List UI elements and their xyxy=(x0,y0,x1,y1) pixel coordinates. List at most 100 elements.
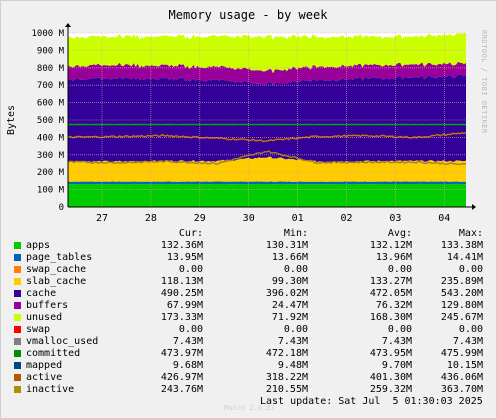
legend-row: swap 0.00 0.00 0.00 0.00 xyxy=(0,324,497,336)
legend-value-avg: 76.32M xyxy=(375,300,412,311)
legend-swatch xyxy=(14,290,21,297)
y-tick-label: 900 M xyxy=(37,46,65,56)
legend-value-min: 0.00 xyxy=(283,264,308,275)
legend-value-min: 210.55M xyxy=(265,384,308,395)
chart-title: Memory usage - by week xyxy=(169,8,329,22)
legend-series-name: mapped xyxy=(26,360,63,371)
legend-value-max: 0.00 xyxy=(458,264,483,275)
legend-series-name: cache xyxy=(26,288,57,299)
legend-value-max: 543.20M xyxy=(440,288,483,299)
y-tick-label: 0 xyxy=(59,203,64,213)
y-tick-label: 800 M xyxy=(37,64,65,74)
legend-value-cur: 118.13M xyxy=(160,276,203,287)
legend-value-min: 7.43M xyxy=(277,336,308,347)
legend-value-cur: 67.99M xyxy=(166,300,203,311)
y-tick-label: 100 M xyxy=(37,186,65,196)
legend-row: swap_cache 0.00 0.00 0.00 0.00 xyxy=(0,264,497,276)
legend-value-cur: 490.25M xyxy=(160,288,203,299)
legend-row: vmalloc_used 7.43M 7.43M 7.43M 7.43M xyxy=(0,336,497,348)
legend-series-name: unused xyxy=(26,312,63,323)
y-tick-label: 500 M xyxy=(37,116,65,126)
x-tick-label: 29 xyxy=(194,213,206,224)
legend-value-max: 0.00 xyxy=(458,324,483,335)
legend-row: inactive 243.76M 210.55M 259.32M 363.70M xyxy=(0,384,497,396)
legend-swatch xyxy=(14,386,21,393)
legend-value-cur: 173.33M xyxy=(160,312,203,323)
y-tick-label: 300 M xyxy=(37,151,65,161)
legend-value-cur: 0.00 xyxy=(178,264,203,275)
y-tick-label: 200 M xyxy=(37,168,65,178)
legend-value-cur: 9.68M xyxy=(172,360,203,371)
legend-value-max: 235.89M xyxy=(440,276,483,287)
x-tick-label: 27 xyxy=(96,213,108,224)
y-tick-label: 700 M xyxy=(37,81,65,91)
legend-value-avg: 132.12M xyxy=(369,240,412,251)
legend-swatch xyxy=(14,302,21,309)
area-unused xyxy=(68,33,466,74)
line-active xyxy=(67,132,467,143)
y-axis-label: Bytes xyxy=(6,105,17,135)
legend-header-max: Max: xyxy=(458,228,483,239)
legend-value-avg: 13.96M xyxy=(375,252,412,263)
legend-row: slab_cache 118.13M 99.30M 133.27M 235.89M xyxy=(0,276,497,288)
legend-value-max: 436.06M xyxy=(440,372,483,383)
legend-value-avg: 133.27M xyxy=(369,276,412,287)
legend-value-cur: 0.00 xyxy=(178,324,203,335)
y-tick-label: 600 M xyxy=(37,99,65,109)
legend-swatch xyxy=(14,242,21,249)
legend-value-avg: 473.95M xyxy=(369,348,412,359)
legend-value-avg: 472.05M xyxy=(369,288,412,299)
legend-value-cur: 132.36M xyxy=(160,240,203,251)
legend-value-max: 133.38M xyxy=(440,240,483,251)
legend-value-max: 7.43M xyxy=(452,336,483,347)
legend-row: cache 490.25M 396.02M 472.05M 543.20M xyxy=(0,288,497,300)
legend-value-avg: 9.70M xyxy=(381,360,412,371)
legend-series-name: page_tables xyxy=(26,252,93,263)
legend-swatch xyxy=(14,278,21,285)
x-tick-label: 02 xyxy=(340,213,352,224)
legend-row: mapped 9.68M 9.48M 9.70M 10.15M xyxy=(0,360,497,372)
legend-swatch xyxy=(14,362,21,369)
legend-series-name: inactive xyxy=(26,384,75,395)
legend-value-avg: 7.43M xyxy=(381,336,412,347)
legend-value-cur: 7.43M xyxy=(172,336,203,347)
legend-value-min: 13.66M xyxy=(271,252,308,263)
legend-value-max: 245.67M xyxy=(440,312,483,323)
legend-series-name: committed xyxy=(26,348,81,359)
legend-header-min: Min: xyxy=(283,228,308,239)
legend-value-avg: 0.00 xyxy=(387,324,412,335)
legend-value-min: 99.30M xyxy=(271,276,308,287)
area-apps xyxy=(68,183,466,207)
legend-series-name: slab_cache xyxy=(26,276,87,287)
area-cache xyxy=(68,74,466,163)
legend-series-name: active xyxy=(26,372,63,383)
legend-series-name: swap xyxy=(26,324,51,335)
x-tick-label: 04 xyxy=(438,213,450,224)
area-page-tables xyxy=(68,181,466,185)
legend-swatch xyxy=(14,374,21,381)
legend-swatch xyxy=(14,350,21,357)
legend-row: unused 173.33M 71.92M 168.30M 245.67M xyxy=(0,312,497,324)
legend-value-min: 9.48M xyxy=(277,360,308,371)
legend-value-cur: 473.97M xyxy=(160,348,203,359)
legend-value-max: 475.99M xyxy=(440,348,483,359)
x-tick-label: 30 xyxy=(243,213,255,224)
x-tick-label: 28 xyxy=(145,213,157,224)
legend-value-cur: 243.76M xyxy=(160,384,203,395)
legend-series-name: vmalloc_used xyxy=(26,336,99,347)
last-update: Last update: Sat Jul 5 01:30:03 2025 xyxy=(260,396,483,407)
y-axis-arrow xyxy=(65,23,71,27)
legend-header-avg: Avg: xyxy=(387,228,412,239)
x-tick-label: 01 xyxy=(292,213,304,224)
legend-swatch xyxy=(14,266,21,273)
legend-swatch xyxy=(14,254,21,261)
legend-value-min: 71.92M xyxy=(271,312,308,323)
legend-value-min: 130.31M xyxy=(265,240,308,251)
x-axis-arrow xyxy=(472,204,476,210)
legend-value-max: 14.41M xyxy=(446,252,483,263)
legend-value-min: 0.00 xyxy=(283,324,308,335)
legend-row: buffers 67.99M 24.47M 76.32M 129.80M xyxy=(0,300,497,312)
legend-value-max: 129.80M xyxy=(440,300,483,311)
x-tick-label: 03 xyxy=(389,213,401,224)
legend-value-max: 363.70M xyxy=(440,384,483,395)
